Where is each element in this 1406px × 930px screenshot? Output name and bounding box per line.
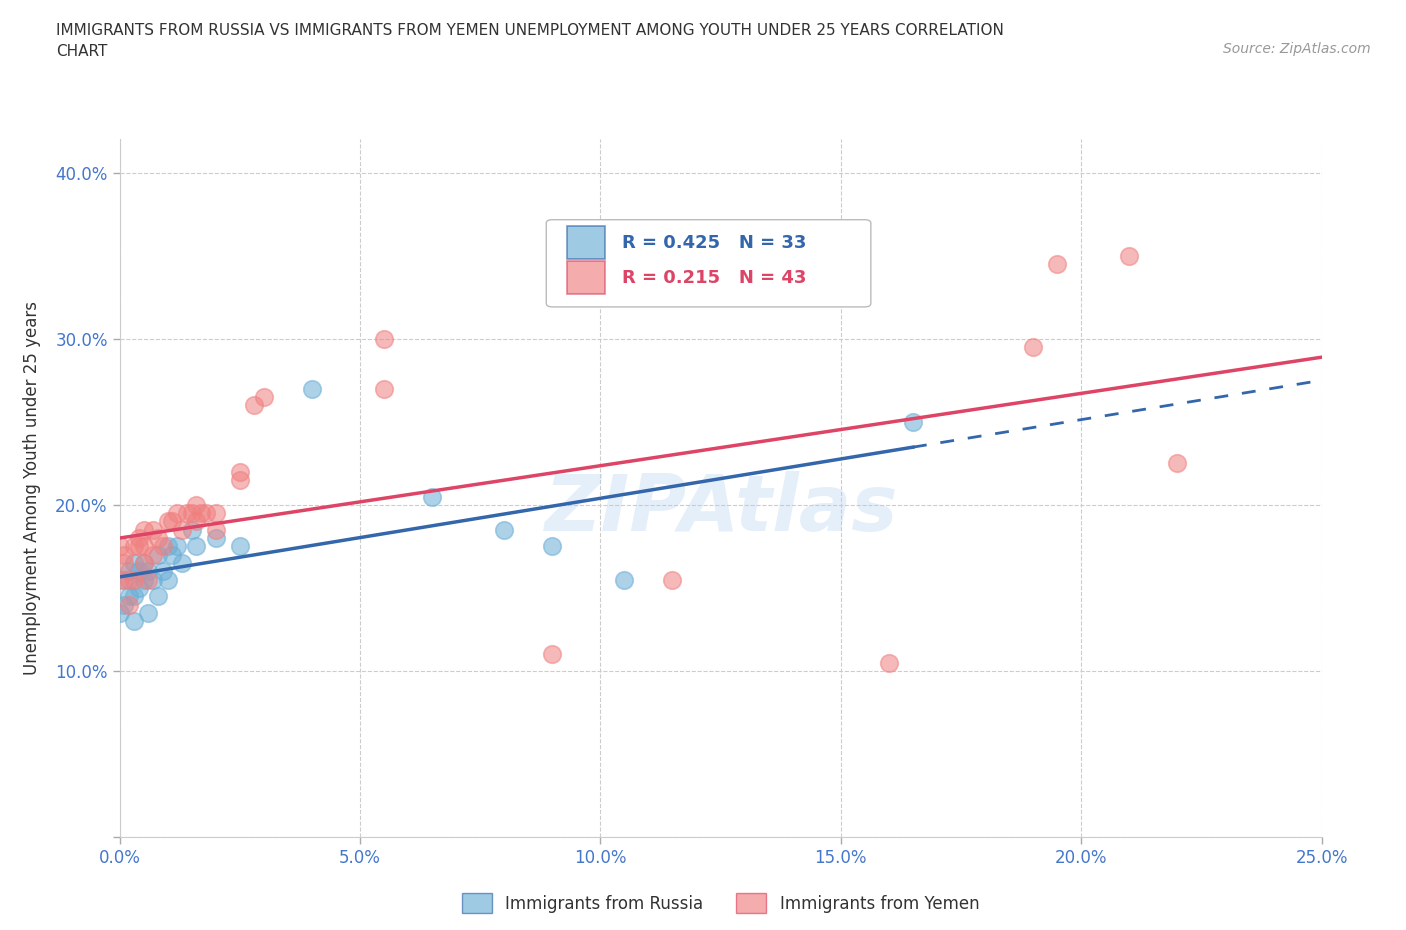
FancyBboxPatch shape bbox=[567, 261, 605, 294]
Point bbox=[301, 381, 323, 396]
Point bbox=[420, 489, 443, 504]
Point bbox=[156, 539, 179, 554]
Point bbox=[166, 539, 188, 554]
Point bbox=[186, 539, 208, 554]
Text: CHART: CHART bbox=[56, 44, 108, 59]
Point bbox=[204, 506, 226, 521]
Point bbox=[118, 597, 141, 612]
Point bbox=[128, 531, 150, 546]
Point bbox=[128, 580, 150, 595]
Point bbox=[142, 523, 165, 538]
Point bbox=[108, 605, 131, 620]
Point bbox=[877, 655, 900, 670]
Point bbox=[195, 506, 218, 521]
Point bbox=[494, 523, 516, 538]
FancyBboxPatch shape bbox=[547, 219, 870, 307]
Point bbox=[1166, 456, 1188, 471]
Point bbox=[162, 514, 184, 529]
Point bbox=[901, 415, 924, 430]
Point bbox=[122, 572, 145, 587]
Point bbox=[122, 589, 145, 604]
Point bbox=[132, 555, 155, 570]
Point bbox=[138, 572, 160, 587]
Point bbox=[122, 555, 145, 570]
Point bbox=[541, 539, 564, 554]
Point bbox=[122, 539, 145, 554]
Point bbox=[170, 523, 193, 538]
Point bbox=[132, 555, 155, 570]
Point bbox=[162, 547, 184, 562]
Point bbox=[108, 539, 131, 554]
Point bbox=[204, 531, 226, 546]
Point bbox=[146, 547, 169, 562]
Legend: Immigrants from Russia, Immigrants from Yemen: Immigrants from Russia, Immigrants from … bbox=[456, 887, 986, 920]
Point bbox=[253, 390, 276, 405]
Point bbox=[170, 555, 193, 570]
Point bbox=[146, 589, 169, 604]
Point bbox=[132, 523, 155, 538]
Point bbox=[128, 539, 150, 554]
Point bbox=[132, 572, 155, 587]
Point bbox=[180, 523, 202, 538]
Text: IMMIGRANTS FROM RUSSIA VS IMMIGRANTS FROM YEMEN UNEMPLOYMENT AMONG YOUTH UNDER 2: IMMIGRANTS FROM RUSSIA VS IMMIGRANTS FRO… bbox=[56, 23, 1004, 38]
FancyBboxPatch shape bbox=[567, 226, 605, 259]
Point bbox=[122, 614, 145, 629]
Point bbox=[1022, 339, 1045, 354]
Point bbox=[186, 498, 208, 512]
Point bbox=[373, 381, 395, 396]
Point bbox=[112, 572, 135, 587]
Point bbox=[373, 331, 395, 346]
Point bbox=[118, 589, 141, 604]
Point bbox=[152, 539, 174, 554]
Point bbox=[142, 547, 165, 562]
Point bbox=[228, 539, 252, 554]
Y-axis label: Unemployment Among Youth under 25 years: Unemployment Among Youth under 25 years bbox=[24, 301, 41, 675]
Point bbox=[176, 506, 198, 521]
Text: R = 0.215   N = 43: R = 0.215 N = 43 bbox=[621, 269, 807, 286]
Point bbox=[112, 597, 135, 612]
Point bbox=[228, 464, 252, 479]
Point bbox=[142, 572, 165, 587]
Text: R = 0.425   N = 33: R = 0.425 N = 33 bbox=[621, 233, 807, 252]
Point bbox=[186, 514, 208, 529]
Point bbox=[156, 572, 179, 587]
Point bbox=[146, 531, 169, 546]
Point bbox=[613, 572, 636, 587]
Text: ZIPAtlas: ZIPAtlas bbox=[544, 472, 897, 547]
Point bbox=[204, 523, 226, 538]
Point bbox=[112, 547, 135, 562]
Text: Source: ZipAtlas.com: Source: ZipAtlas.com bbox=[1223, 42, 1371, 56]
Point bbox=[166, 506, 188, 521]
Point bbox=[118, 564, 141, 578]
Point bbox=[138, 564, 160, 578]
Point bbox=[112, 555, 135, 570]
Point bbox=[156, 514, 179, 529]
Point bbox=[243, 398, 266, 413]
Point bbox=[128, 564, 150, 578]
Point bbox=[152, 564, 174, 578]
Point bbox=[180, 506, 202, 521]
Point bbox=[108, 572, 131, 587]
Point bbox=[138, 605, 160, 620]
Point bbox=[1118, 248, 1140, 263]
Point bbox=[118, 572, 141, 587]
Point bbox=[132, 539, 155, 554]
Point bbox=[228, 472, 252, 487]
Point bbox=[190, 506, 212, 521]
Point bbox=[661, 572, 683, 587]
Point bbox=[541, 647, 564, 662]
Point bbox=[1046, 257, 1069, 272]
